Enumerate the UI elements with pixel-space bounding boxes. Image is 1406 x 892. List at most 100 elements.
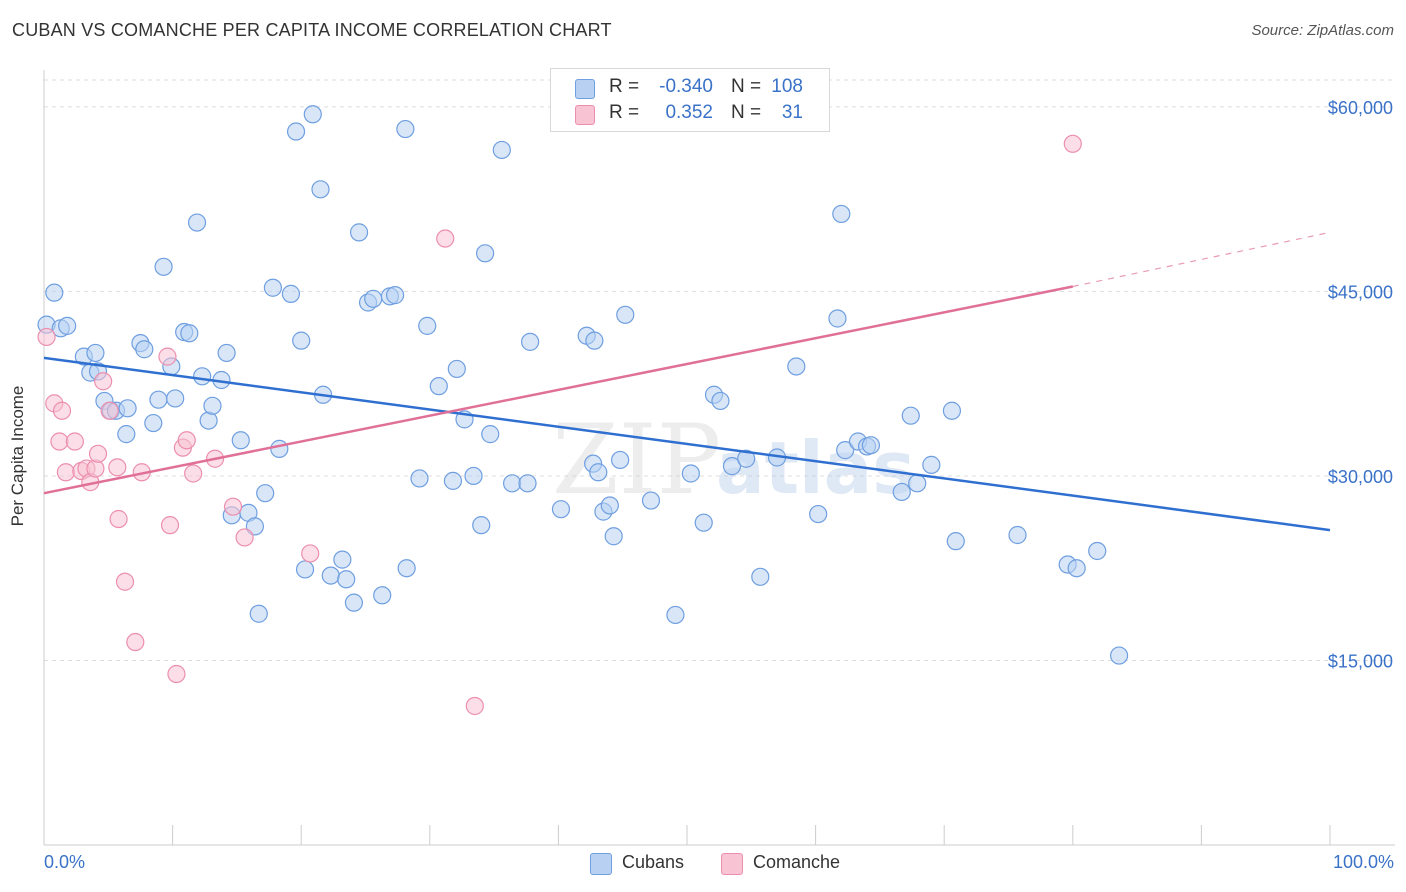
n-label: N = [731,102,762,123]
cuban-point [521,332,540,351]
comanche-swatch-icon [575,105,595,125]
cuban-point [737,449,756,468]
cuban-point [518,474,537,493]
cuban-point [751,567,770,586]
cubans-legend-label: Cubans [622,852,685,872]
axes [43,70,1395,846]
cuban-point [117,425,136,444]
cuban-point [1008,525,1027,545]
cuban-point [641,491,661,510]
comanche-point [1063,134,1082,153]
cuban-point [604,527,623,546]
cuban-point [256,484,275,503]
n-label: N = [731,76,762,97]
watermark: ZIP atlas [552,404,915,516]
legend-row-comanche: R = 0.352 N = 31 [551,102,829,126]
chart-title: CUBAN VS COMANCHE PER CAPITA INCOME CORR… [12,20,612,40]
cuban-point [600,496,619,515]
comanche-point [184,464,203,483]
comanche-trend-line [43,285,1074,495]
cuban-point [337,570,356,589]
y-tick-label: $60,000 [1328,98,1393,118]
cuban-point [333,550,352,569]
cuban-point [292,331,311,350]
cuban-point [836,441,855,460]
cuban-point [364,289,383,308]
cuban-point [373,586,392,605]
r-label: R = [609,102,640,123]
cuban-point [270,439,289,458]
comanche-legend-label: Comanche [753,852,841,872]
cuban-point [203,396,222,415]
cuban-point [154,257,173,276]
y-tick-label: $30,000 [1328,467,1393,487]
cuban-point [86,343,105,363]
cuban-point [447,359,466,379]
comanche-point [115,572,135,591]
comanche-point [52,401,72,420]
cuban-point [492,140,511,160]
cuban-point [418,316,437,335]
cuban-point [1067,559,1086,578]
n-value: 108 [771,76,803,97]
cuban-point [396,119,415,139]
cuban-point [809,504,828,524]
comanche-point [56,463,75,482]
comanche-series [37,134,1082,716]
comanche-point [88,444,108,463]
cuban-point [397,559,416,578]
cuban-point [58,316,77,335]
comanche-point [177,431,196,450]
comanche-point [223,497,243,516]
cuban-point [464,466,483,486]
comanche-point [436,229,455,248]
cuban-point [942,401,962,420]
cuban-point [551,500,571,519]
cuban-point [589,463,608,482]
cuban-point [616,305,635,324]
cubans-swatch-icon [575,79,595,99]
cuban-point [187,213,207,232]
r-label: R = [609,76,640,97]
n-value: 31 [781,102,803,123]
cuban-point [585,331,604,350]
correlation-legend: R = -0.340 N = 108 R = 0.352 N = 31 [550,68,830,132]
cuban-point [385,286,405,305]
cuban-point [503,474,522,493]
cubans-trend-line [43,356,1331,532]
y-tick-label: $15,000 [1328,651,1393,671]
cuban-point [611,450,630,470]
source-label: Source: ZipAtlas.com [1251,22,1394,39]
cuban-point [481,425,500,444]
comanche-point [50,432,69,451]
comanche-point [126,632,145,652]
cuban-point [281,284,301,303]
cuban-point [410,469,429,488]
cuban-point [828,309,847,328]
x-axis-max-label: 100.0% [1332,852,1394,872]
cuban-point [249,604,268,623]
y-axis-label: Per Capita Income [8,385,27,527]
cuban-point [286,122,306,141]
cuban-point [908,474,927,493]
comanche-point [109,509,128,529]
cuban-point [681,464,700,483]
comanche-point [167,664,186,684]
cuban-point [892,482,911,502]
cuban-point [694,513,713,532]
cuban-point [231,431,250,450]
comanche-point [65,432,84,451]
cuban-point [922,455,941,474]
cuban-point [475,244,495,263]
legend-row-cubans: R = -0.340 N = 108 [551,76,829,100]
comanche-point [94,372,113,391]
grid-lines [44,79,1395,661]
comanche-point [160,516,180,535]
watermark-zip: ZIP [552,404,721,516]
cuban-point [166,389,185,408]
cuban-point [180,324,199,343]
cuban-point [349,223,369,242]
cuban-point [321,566,340,585]
comanche-trend-extension [1072,231,1331,288]
cuban-point [149,390,168,409]
